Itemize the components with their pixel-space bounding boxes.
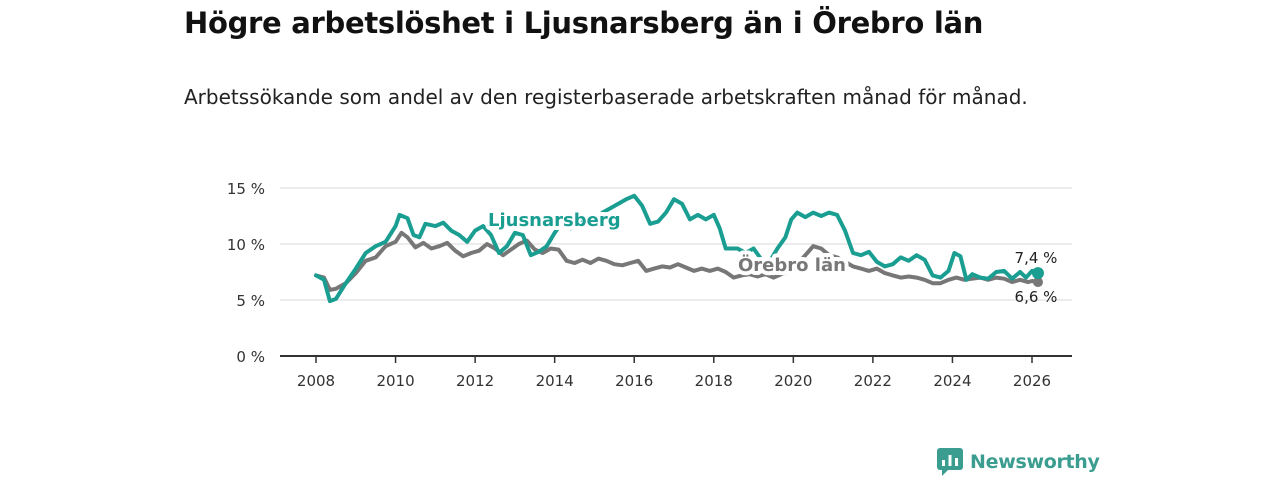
y-tick-label: 5 % (236, 292, 265, 310)
newsworthy-logo-icon (937, 448, 963, 476)
end-value-label-ljusnarsberg: 7,4 % (1015, 249, 1058, 267)
series-label-ljusnarsberg: Ljusnarsberg (488, 210, 621, 231)
series-label-ljusnarsberg-halo: Ljusnarsberg (488, 210, 621, 231)
gridlines (280, 187, 1072, 357)
series-end-point-orebro-lan (1032, 277, 1043, 288)
y-axis-ticks: 0 % 5 % 10 % 15 % (227, 180, 265, 366)
series-line-orebro-lan (314, 230, 1040, 292)
x-tick-label: 2024 (933, 372, 971, 390)
series-label-orebro-lan: Örebro län (738, 254, 846, 276)
x-tick-label: 2026 (1013, 372, 1051, 390)
brand-logo: Newsworthy (937, 448, 1100, 476)
end-value-label-orebro-lan: 6,6 % (1015, 288, 1058, 306)
x-tick-label: 2012 (456, 372, 494, 390)
x-tick-label: 2008 (297, 372, 335, 390)
x-tick-label: 2016 (615, 372, 653, 390)
x-tick-label: 2018 (695, 372, 733, 390)
y-tick-label: 0 % (236, 348, 265, 366)
series-line-ljusnarsberg (314, 193, 1040, 304)
chart-title: Högre arbetslöshet i Ljusnarsberg än i Ö… (184, 6, 984, 40)
series-end-point-ljusnarsberg (1031, 267, 1044, 280)
series (314, 193, 1044, 304)
y-tick-label: 15 % (227, 180, 265, 198)
chart-subtitle: Arbetssökande som andel av den registerb… (184, 85, 1028, 109)
x-tick-label: 2014 (536, 372, 574, 390)
y-tick-label: 10 % (227, 236, 265, 254)
x-tick-label: 2022 (854, 372, 892, 390)
x-tick-label: 2020 (774, 372, 812, 390)
x-axis-ticks: 2008 2010 2012 2014 2016 2018 2020 2022 2024 2026 (297, 356, 1051, 390)
line-chart: 0 %5 %10 %15 % 2008 2010 2012 2014 2016 2018 2… (227, 180, 1072, 390)
series-label-orebro-lan-halo: Örebro län (738, 254, 846, 276)
brand-name: Newsworthy (970, 451, 1100, 473)
x-tick-label: 2010 (376, 372, 414, 390)
